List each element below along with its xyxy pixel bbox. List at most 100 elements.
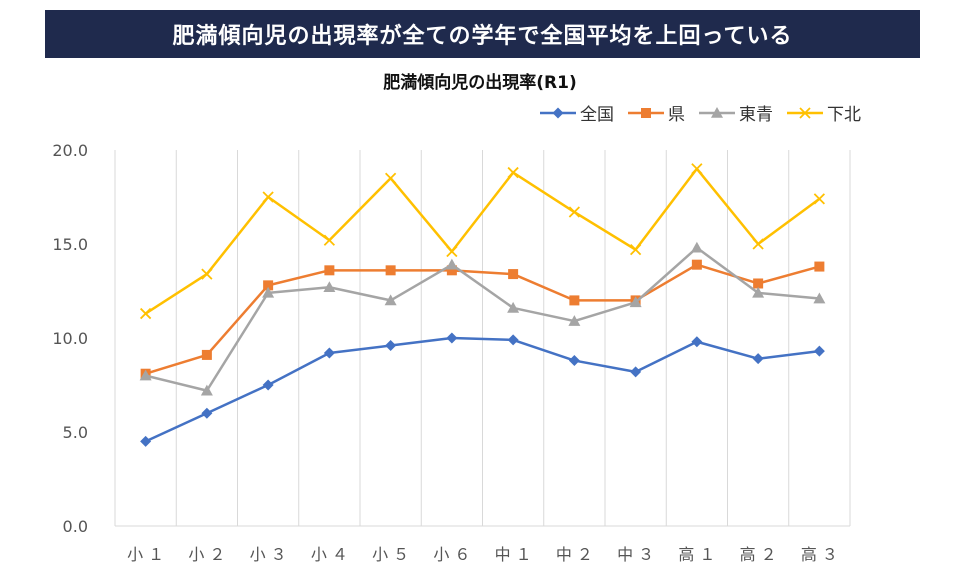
chart-legend: 全国 県 東青 下北 <box>540 100 861 125</box>
data-point <box>568 315 581 326</box>
legend-marker <box>799 106 811 119</box>
legend-swatch <box>787 106 823 119</box>
legend-swatch <box>699 106 735 118</box>
data-point <box>813 193 826 205</box>
legend-marker <box>711 106 723 118</box>
x-tick-label: 小 ３ <box>250 545 287 564</box>
data-point <box>446 265 457 276</box>
data-point <box>813 292 826 304</box>
data-point <box>630 366 642 378</box>
marker-stroke <box>568 206 581 218</box>
data-point <box>507 301 520 313</box>
marker-stroke <box>813 193 826 205</box>
data-point <box>323 281 336 293</box>
legend-item: 東青 <box>699 100 773 125</box>
legend-marker <box>552 107 564 118</box>
data-point <box>201 268 213 280</box>
data-point <box>139 307 152 320</box>
marker-stroke <box>139 307 152 320</box>
legend-label: 下北 <box>827 105 861 125</box>
series-line <box>145 336 820 443</box>
legend-label: 東青 <box>739 105 773 125</box>
data-point <box>324 265 335 276</box>
data-point <box>691 336 703 348</box>
data-point <box>140 435 152 447</box>
marker-stroke <box>752 238 764 250</box>
data-point <box>691 163 703 175</box>
y-tick-label: 20.0 <box>52 141 88 160</box>
data-point <box>384 172 397 184</box>
legend-marker <box>641 107 651 118</box>
y-tick-label: 5.0 <box>63 423 88 442</box>
data-point <box>507 334 519 346</box>
marker-stroke <box>323 234 336 246</box>
data-point <box>200 384 213 396</box>
series-line <box>144 167 821 315</box>
data-point <box>508 269 519 280</box>
data-point <box>629 296 642 308</box>
marker-stroke <box>262 191 274 203</box>
x-tick-label: 高 １ <box>678 545 715 564</box>
marker-stroke <box>629 244 642 256</box>
data-point <box>446 245 458 258</box>
legend-item: 県 <box>628 100 685 125</box>
data-point <box>139 369 152 381</box>
data-point <box>569 295 580 306</box>
y-tick-label: 10.0 <box>52 329 88 348</box>
data-point <box>384 294 397 306</box>
headline-text: 肥満傾向児の出現率が全ての学年で全国平均を上回っている <box>172 24 793 49</box>
data-point <box>813 345 825 357</box>
legend-swatch <box>540 107 576 118</box>
legend-swatch <box>628 107 664 118</box>
data-point <box>752 238 764 250</box>
data-point <box>263 280 274 291</box>
legend-item: 下北 <box>787 100 861 125</box>
data-point <box>753 278 764 289</box>
data-point <box>385 340 397 352</box>
x-tick-label: 小 ５ <box>372 545 409 564</box>
data-point <box>691 259 702 270</box>
x-tick-label: 高 ２ <box>740 545 777 564</box>
data-point <box>568 206 581 218</box>
x-tick-label: 小 ２ <box>188 545 225 564</box>
marker-stroke <box>201 268 213 280</box>
x-tick-label: 中 ２ <box>556 545 593 564</box>
marker-stroke <box>446 245 458 258</box>
data-point <box>752 286 765 298</box>
x-tick-label: 小 ４ <box>311 545 348 564</box>
marker-stroke <box>691 163 703 175</box>
legend-label: 全国 <box>580 105 614 125</box>
y-tick-label: 15.0 <box>52 235 88 254</box>
legend-label: 県 <box>668 105 685 125</box>
data-point <box>323 347 335 359</box>
data-point <box>262 191 274 203</box>
x-tick-label: 小 １ <box>127 545 164 564</box>
data-point <box>814 261 825 272</box>
data-point <box>690 241 703 253</box>
data-point <box>568 355 580 367</box>
chart-title: 肥満傾向児の出現率(R1) <box>383 73 577 93</box>
marker-stroke <box>799 106 811 119</box>
x-tick-label: 小 ６ <box>433 545 470 564</box>
marker-stroke <box>384 172 397 184</box>
data-point <box>262 286 275 298</box>
data-point <box>385 265 396 276</box>
series-line <box>145 263 820 375</box>
x-tick-label: 高 ３ <box>801 545 838 564</box>
data-point <box>752 353 764 365</box>
data-point <box>201 349 212 360</box>
y-tick-label: 0.0 <box>63 517 88 536</box>
headline-banner: 肥満傾向児の出現率が全ての学年で全国平均を上回っている <box>45 10 920 58</box>
data-point <box>629 244 642 256</box>
data-point <box>445 258 458 270</box>
data-point <box>507 166 519 179</box>
data-point <box>446 332 458 344</box>
x-tick-label: 中 ３ <box>617 545 654 564</box>
marker-stroke <box>507 166 519 179</box>
legend-item: 全国 <box>540 100 614 125</box>
series-line <box>145 246 820 392</box>
data-point <box>262 379 274 391</box>
data-point <box>323 234 336 246</box>
x-tick-label: 中 １ <box>495 545 532 564</box>
